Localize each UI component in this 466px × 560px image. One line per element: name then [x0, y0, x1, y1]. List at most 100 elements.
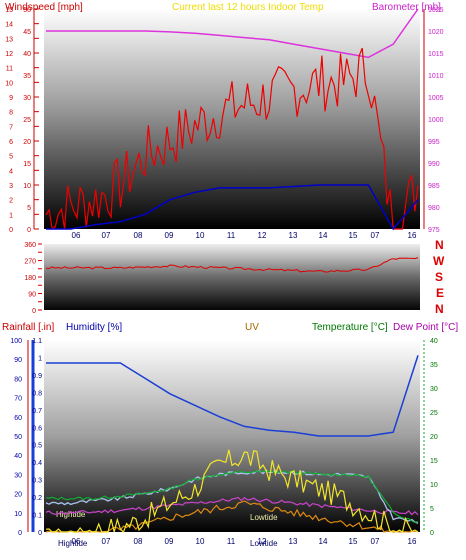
rain-tick-label: 0.9: [32, 373, 42, 380]
wind-x-tick-label: 15: [349, 231, 358, 240]
rain-tick-label: 0.3: [32, 478, 42, 485]
barometer-tick-label: 975: [428, 227, 440, 234]
temp-x-tick-label: 13: [289, 537, 298, 546]
humidity-tick-label: 60: [14, 415, 22, 422]
legend-barometer: Barometer [mb]: [372, 2, 441, 13]
wind-x-tick-label: 12: [258, 231, 267, 240]
lowtide-label-inner: Lowtide: [250, 513, 278, 522]
direction-tick-label: 180: [24, 275, 36, 282]
legend-current: Current last 12 hours Indoor Temp: [172, 2, 324, 13]
barometer-tick-label: 985: [428, 183, 440, 190]
indoor-temp-line: [45, 496, 419, 516]
wind-x-tick-label: 13: [289, 231, 298, 240]
wind-panel-bg: [44, 9, 420, 229]
legend-rainfall: Rainfall [.in]: [2, 322, 54, 333]
wind-left-tick-label: 12: [5, 51, 13, 58]
rain-tick-label: 0.8: [32, 390, 42, 397]
wind-left-tick-label: 0: [9, 227, 13, 234]
temp-x-tick-label: 08: [134, 537, 143, 546]
temperature-tick-label: 35: [430, 362, 438, 369]
wind-mph-tick-label: 15: [23, 161, 31, 168]
direction-tick-label: 270: [24, 259, 36, 266]
wind-left-tick-label: 2: [9, 198, 13, 205]
temperature-tick-label: 15: [430, 458, 438, 465]
wind-x-tick-label: 07: [371, 231, 380, 240]
direction-tick-label: 0: [32, 308, 36, 315]
rain-tick-label: 0: [38, 530, 42, 537]
barometer-line: [46, 8, 419, 59]
humidity-line: [46, 355, 419, 437]
wind-left-tick-label: 3: [9, 183, 13, 190]
humidity-tick-label: 80: [14, 376, 22, 383]
rain-tick-label: 0.4: [32, 460, 42, 467]
barometer-tick-label: 1005: [428, 95, 444, 102]
barometer-tick-label: 995: [428, 139, 440, 146]
wind-mph-tick-label: 45: [23, 29, 31, 36]
temp-x-tick-label: 12: [258, 537, 267, 546]
wind-left-tick-label: 6: [9, 139, 13, 146]
uv-line: [45, 449, 419, 534]
humidity-tick-label: 90: [14, 357, 22, 364]
barometer-tick-label: 1025: [428, 7, 444, 14]
wind-mph-tick-label: 50: [23, 7, 31, 14]
wind-mph-tick-label: 35: [23, 73, 31, 80]
temp-x-tick-label: 07: [102, 537, 111, 546]
wind-mph-tick-label: 25: [23, 117, 31, 124]
wind-mph-tick-label: 40: [23, 51, 31, 58]
barometer-tick-label: 1010: [428, 73, 444, 80]
humidity-tick-label: 100: [10, 338, 22, 345]
rain-tick-label: 0.2: [32, 495, 42, 502]
rain-tick-label: 1.1: [32, 338, 42, 345]
legend-windspeed: Windspeed [mph]: [5, 2, 83, 13]
wind-left-tick-label: 14: [5, 22, 13, 29]
rain-tick-label: 0.1: [32, 513, 42, 520]
humidity-tick-label: 10: [14, 511, 22, 518]
temp-x-tick-label: 14: [319, 537, 328, 546]
temp-x-tick-label: 06: [72, 537, 81, 546]
wind-left-tick-label: 11: [6, 66, 13, 73]
rain-tick-label: 0.6: [32, 425, 42, 432]
barometer-tick-label: 990: [428, 161, 440, 168]
wind-x-tick-label: 16: [408, 231, 417, 240]
wind-mph-tick-label: 0: [27, 227, 31, 234]
wind-x-tick-label: 11: [227, 231, 236, 240]
wind-left-tick-label: 15: [5, 7, 13, 14]
temp-x-tick-label: 15: [349, 537, 358, 546]
wind-mph-tick-label: 5: [27, 205, 31, 212]
temp-x-tick-label: 10: [196, 537, 205, 546]
wind-x-tick-label: 10: [196, 231, 205, 240]
wind-mph-tick-label: 10: [23, 183, 31, 190]
humidity-tick-label: 40: [14, 453, 22, 460]
rain-tick-label: 1: [38, 355, 42, 362]
direction-tick-label: 360: [24, 242, 36, 249]
humidity-tick-label: 30: [14, 472, 22, 479]
direction-panel-bg: [44, 244, 420, 310]
windspeed-line: [45, 47, 419, 231]
temperature-tick-label: 0: [430, 530, 434, 537]
temperature-tick-label: 30: [430, 386, 438, 393]
wind-x-tick-label: 09: [165, 231, 174, 240]
wind-left-tick-label: 1: [9, 212, 13, 219]
temp-x-tick-label: 09: [165, 537, 174, 546]
wind-average-line: [46, 184, 419, 231]
compass-e: E: [436, 286, 444, 300]
barometer-tick-label: 980: [428, 205, 440, 212]
barometer-tick-label: 1015: [428, 51, 444, 58]
legend-uv: UV: [245, 322, 259, 333]
wind-x-tick-label: 07: [102, 231, 111, 240]
barometer-tick-label: 1020: [428, 29, 444, 36]
wind-left-tick-label: 7: [9, 124, 13, 131]
temp-x-tick-label: 16: [408, 537, 417, 546]
wind-left-tick-label: 8: [9, 110, 13, 117]
rain-tick-label: 0.5: [32, 443, 42, 450]
temperature-tick-label: 40: [430, 338, 438, 345]
compass-w: W: [433, 254, 445, 268]
legend-dewpoint: Dew Point [°C]: [393, 322, 458, 333]
humidity-tick-label: 0: [18, 530, 22, 537]
legend-humidity: Humidity [%]: [66, 322, 122, 333]
temp-x-tick-label: 07: [371, 537, 380, 546]
wind-x-tick-label: 08: [134, 231, 143, 240]
temperature-tick-label: 5: [430, 506, 434, 513]
